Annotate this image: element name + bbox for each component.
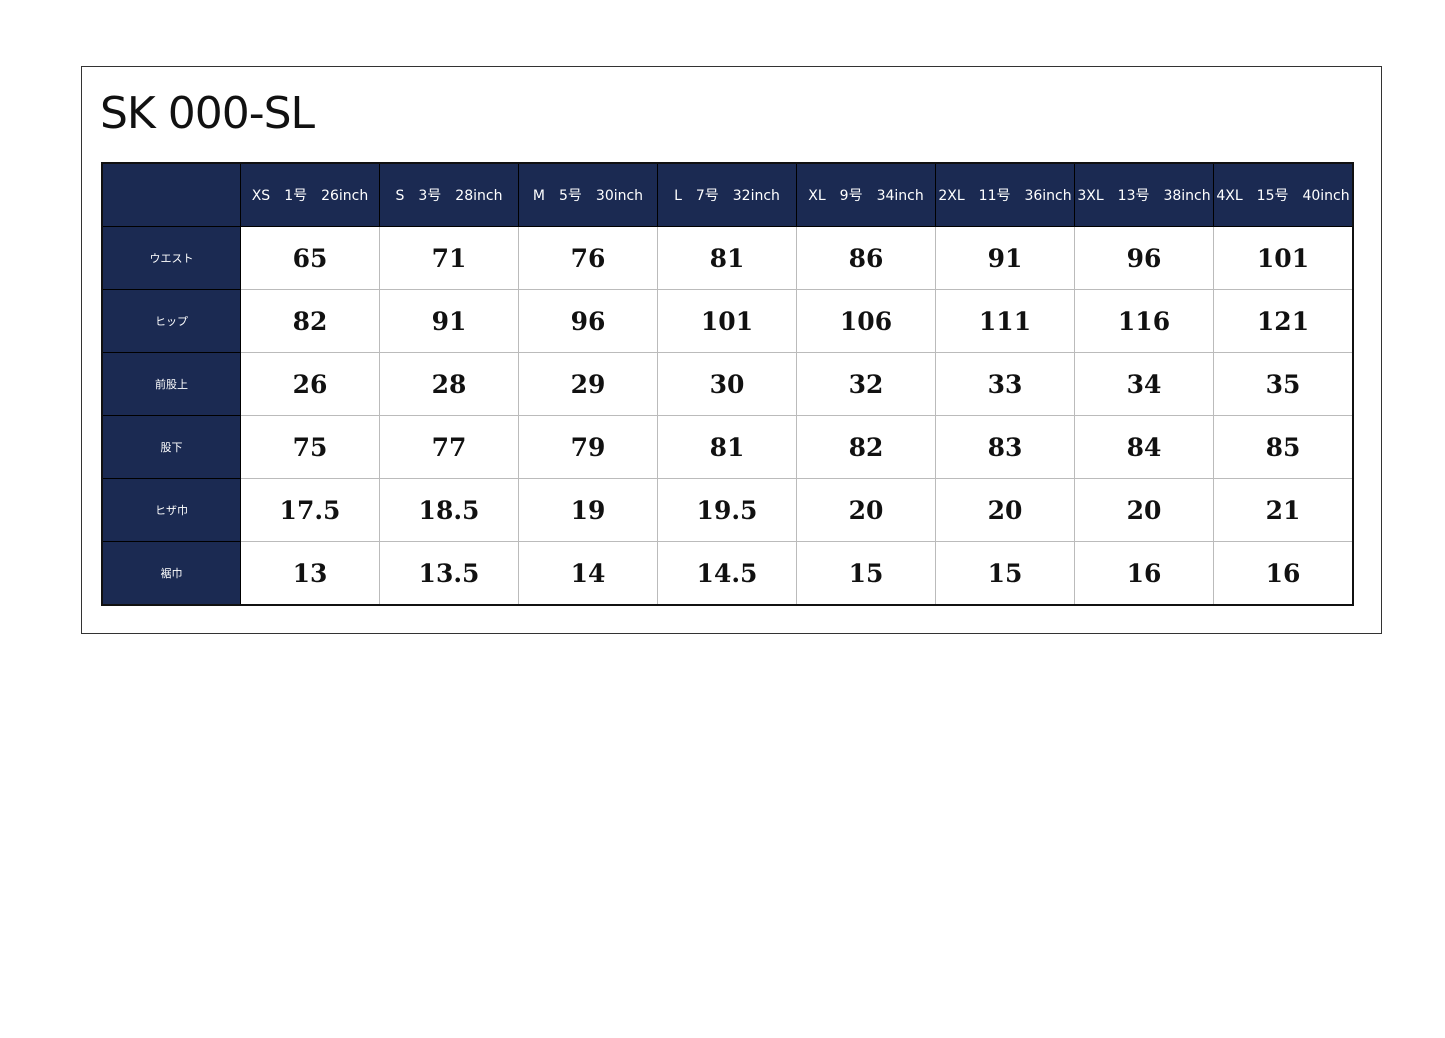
column-header: XS 1号 26inch [240,162,380,227]
corner-cell [101,162,241,227]
table-body: ウエスト 65 71 76 81 86 91 96 101 ヒップ 82 91 96 101 106 111 1… [101,226,1354,606]
value-cell: 77 [379,415,519,479]
value-cell: 96 [1074,226,1214,290]
value-cell: 91 [935,226,1075,290]
table-row: ウエスト 65 71 76 81 86 91 96 101 [101,226,1354,290]
column-header: XL 9号 34inch [796,162,936,227]
value-cell: 85 [1213,415,1354,479]
column-header: M 5号 30inch [518,162,658,227]
value-cell: 20 [935,478,1075,542]
table-row: 前股上 26 28 29 30 32 33 34 35 [101,352,1354,416]
value-cell: 18.5 [379,478,519,542]
value-cell: 83 [935,415,1075,479]
value-cell: 86 [796,226,936,290]
value-cell: 19.5 [657,478,797,542]
value-cell: 13.5 [379,541,519,606]
value-cell: 81 [657,415,797,479]
value-cell: 20 [796,478,936,542]
value-cell: 17.5 [240,478,380,542]
value-cell: 111 [935,289,1075,353]
value-cell: 116 [1074,289,1214,353]
value-cell: 35 [1213,352,1354,416]
row-label: 股下 [101,415,241,479]
value-cell: 91 [379,289,519,353]
value-cell: 84 [1074,415,1214,479]
column-header: L 7号 32inch [657,162,797,227]
value-cell: 79 [518,415,658,479]
value-cell: 19 [518,478,658,542]
value-cell: 75 [240,415,380,479]
column-header: S 3号 28inch [379,162,519,227]
value-cell: 13 [240,541,380,606]
value-cell: 20 [1074,478,1214,542]
table-row: 股下 75 77 79 81 82 83 84 85 [101,415,1354,479]
value-cell: 16 [1213,541,1354,606]
table-row: ヒザ巾 17.5 18.5 19 19.5 20 20 20 21 [101,478,1354,542]
column-header: 4XL 15号 40inch [1213,162,1354,227]
value-cell: 96 [518,289,658,353]
value-cell: 33 [935,352,1075,416]
value-cell: 101 [657,289,797,353]
value-cell: 32 [796,352,936,416]
value-cell: 101 [1213,226,1354,290]
value-cell: 34 [1074,352,1214,416]
value-cell: 30 [657,352,797,416]
table-row: ヒップ 82 91 96 101 106 111 116 121 [101,289,1354,353]
column-header: 2XL 11号 36inch [935,162,1075,227]
value-cell: 26 [240,352,380,416]
size-table: XS 1号 26inch S 3号 28inch M 5号 30inch L 7号 3… [101,162,1354,606]
value-cell: 15 [935,541,1075,606]
row-label: ヒザ巾 [101,478,241,542]
value-cell: 15 [796,541,936,606]
value-cell: 65 [240,226,380,290]
value-cell: 121 [1213,289,1354,353]
table-row: 裾巾 13 13.5 14 14.5 15 15 16 16 [101,541,1354,606]
row-label: 前股上 [101,352,241,416]
value-cell: 29 [518,352,658,416]
row-label: ヒップ [101,289,241,353]
value-cell: 71 [379,226,519,290]
row-label: 裾巾 [101,541,241,606]
row-label: ウエスト [101,226,241,290]
value-cell: 76 [518,226,658,290]
column-header: 3XL 13号 38inch [1074,162,1214,227]
value-cell: 28 [379,352,519,416]
value-cell: 14 [518,541,658,606]
frame [81,66,1382,634]
value-cell: 81 [657,226,797,290]
value-cell: 82 [796,415,936,479]
value-cell: 21 [1213,478,1354,542]
value-cell: 16 [1074,541,1214,606]
value-cell: 82 [240,289,380,353]
title: SK 000-SL [100,88,315,139]
header-row: XS 1号 26inch S 3号 28inch M 5号 30inch L 7号 3… [101,162,1354,227]
value-cell: 106 [796,289,936,353]
value-cell: 14.5 [657,541,797,606]
